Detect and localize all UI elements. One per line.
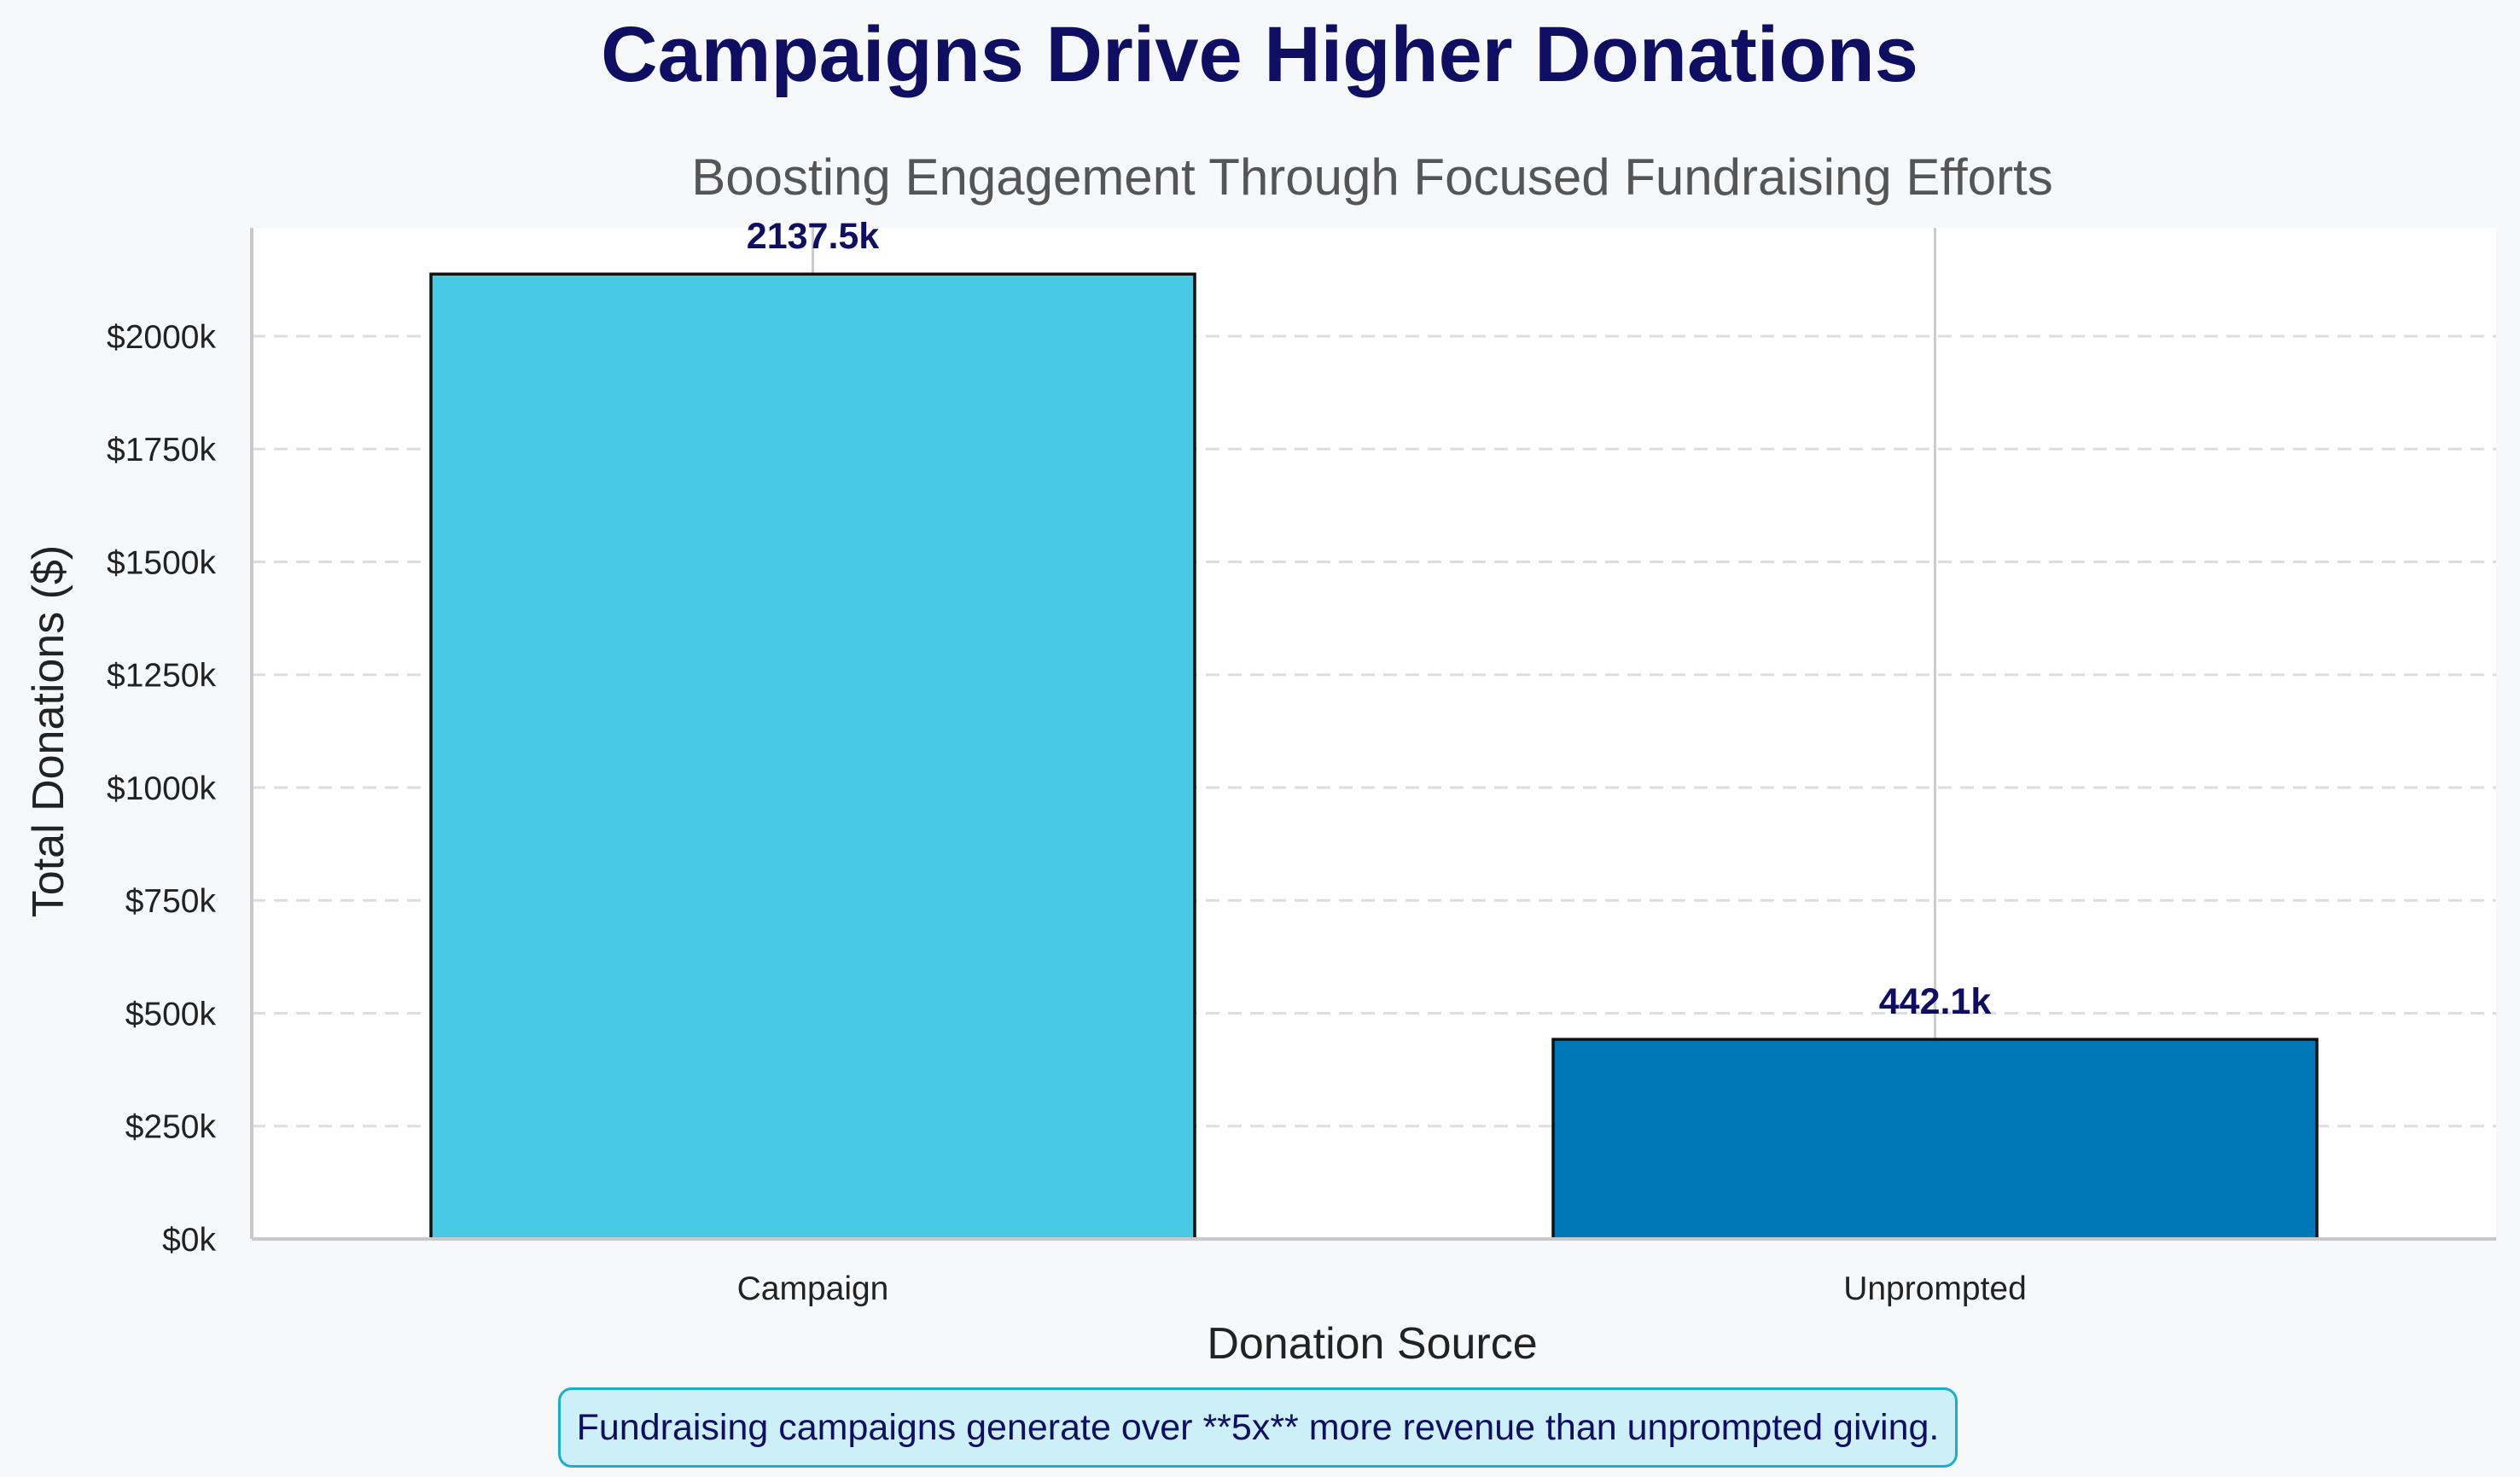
bars — [429, 272, 2319, 1241]
x-tick-label: Unprompted — [1843, 1271, 2027, 1307]
y-tick-label: $500k — [125, 996, 217, 1032]
y-tick-label: $1500k — [107, 544, 216, 581]
y-tick-label: $0k — [162, 1222, 216, 1259]
bar-unprompted — [1551, 1038, 2319, 1241]
chart-title: Campaigns Drive Higher Donations — [601, 11, 1918, 98]
insight-callout: Fundraising campaigns generate over **5x… — [558, 1387, 1958, 1468]
chart-subtitle: Boosting Engagement Through Focused Fund… — [691, 148, 2052, 206]
y-tick-label: $1750k — [107, 432, 216, 468]
x-tick-label: Campaign — [737, 1271, 889, 1307]
insight-callout-text: Fundraising campaigns generate over **5x… — [576, 1406, 1940, 1448]
bar-campaign — [429, 272, 1196, 1241]
data-labels: 2137.5k 442.1k — [747, 216, 1992, 1022]
y-tick-label: $2000k — [107, 319, 216, 356]
y-tick-label: $750k — [125, 883, 217, 920]
y-axis-label: Total Donations ($) — [24, 545, 73, 917]
value-label-unprompted: 442.1k — [1879, 981, 1992, 1022]
value-label-campaign: 2137.5k — [747, 216, 880, 257]
y-tick-label: $1250k — [107, 658, 216, 695]
x-axis-label: Donation Source — [1207, 1319, 1537, 1369]
y-tick-label: $1000k — [107, 770, 216, 807]
y-tick-label: $250k — [125, 1109, 217, 1146]
axes: $0k $250k $500k $750k $1000k $1250k $1500k $175… — [107, 228, 2496, 1307]
